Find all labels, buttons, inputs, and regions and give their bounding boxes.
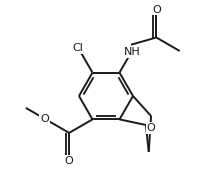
Text: NH: NH [124,47,140,57]
Text: O: O [65,156,74,166]
Text: O: O [147,123,155,133]
Text: Cl: Cl [72,43,83,53]
Text: O: O [40,114,49,124]
Text: O: O [152,5,161,15]
